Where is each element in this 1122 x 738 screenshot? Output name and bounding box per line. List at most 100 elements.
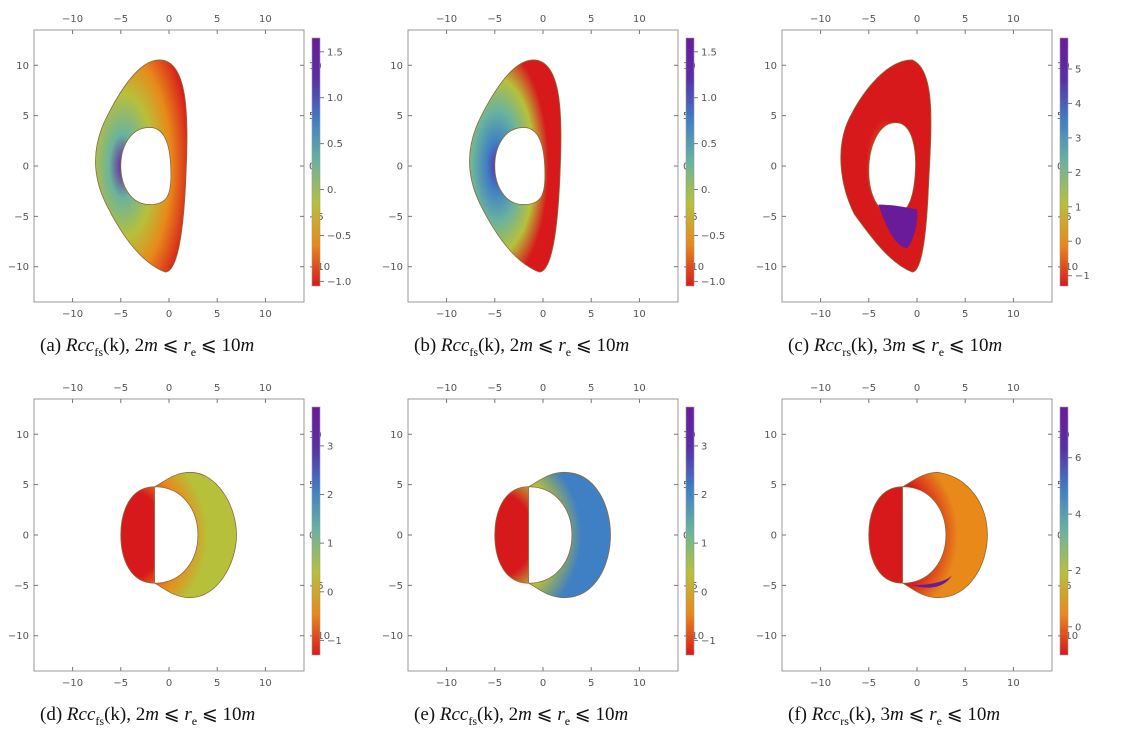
- x-tick-label-top: −5: [487, 14, 502, 25]
- x-tick-label-top: −10: [436, 14, 457, 25]
- panel-c: −10−10−5−50055101010105500−5−5−10−105432…: [748, 0, 1122, 369]
- x-tick-label-top: −10: [62, 383, 83, 394]
- x-tick-label-bottom: 10: [1007, 309, 1020, 320]
- colorbar-tick-label: 1.5: [327, 47, 343, 58]
- x-tick-label-bottom: 10: [259, 678, 272, 689]
- y-tick-label-left: 10: [390, 430, 403, 441]
- x-tick-label-bottom: 0: [540, 309, 546, 320]
- plot-a: −10−10−5−50055101010105500−5−5−10−101.51…: [8, 14, 351, 320]
- plot-frame: [33, 398, 305, 672]
- y-tick-label-left: 10: [16, 61, 29, 72]
- caption-arg: (k): [104, 704, 127, 725]
- colorbar-tick-label: −1: [1075, 271, 1090, 282]
- y-tick-label-left: −10: [382, 262, 403, 273]
- colorbar-tick-label: 5: [1075, 65, 1081, 76]
- panel-d: −10−10−5−50055101010105500−5−5−10−103210…: [0, 369, 374, 738]
- caption-prefix: Rc: [439, 704, 460, 725]
- x-tick-label-bottom: 0: [166, 309, 172, 320]
- x-tick-label-bottom: −10: [62, 678, 83, 689]
- region-group: [95, 59, 188, 273]
- caption-sub: fs: [469, 344, 479, 359]
- caption-range: 2m ⩽ re ⩽ 10m: [509, 335, 630, 359]
- colorbar-tick-label: 2: [327, 490, 333, 501]
- x-tick-label-top: −5: [113, 383, 128, 394]
- caption-letter: (f): [788, 704, 807, 725]
- heatmap-peak-region: [912, 575, 952, 588]
- x-tick-label-bottom: −10: [62, 309, 83, 320]
- x-tick-label-top: 10: [633, 14, 646, 25]
- x-tick-label-bottom: 5: [588, 309, 594, 320]
- colorbar: [1059, 406, 1069, 656]
- x-tick-label-top: 10: [259, 383, 272, 394]
- x-tick-label-top: −5: [487, 383, 502, 394]
- colorbar-tick-label: 1: [1075, 202, 1081, 213]
- x-tick-label-top: 0: [914, 14, 920, 25]
- caption-sub: fs: [94, 344, 103, 359]
- x-tick-label-bottom: −5: [113, 309, 128, 320]
- y-tick-label-left: −5: [14, 212, 29, 223]
- x-tick-label-bottom: −5: [861, 678, 876, 689]
- y-tick-label-left: 0: [771, 531, 777, 542]
- x-tick-label-bottom: 0: [166, 678, 172, 689]
- colorbar-tick-label: 0.5: [701, 139, 717, 150]
- y-tick-label-left: 5: [397, 111, 403, 122]
- region-group: [868, 471, 988, 599]
- caption-sep: ,: [499, 704, 504, 725]
- region-group: [120, 471, 237, 599]
- panel-f: −10−10−5−50055101010105500−5−5−10−106420…: [748, 369, 1122, 738]
- x-tick-label-bottom: 5: [214, 309, 220, 320]
- colorbar-tick-label: 2: [701, 490, 707, 501]
- x-tick-label-top: 5: [962, 14, 968, 25]
- x-tick-label-bottom: −10: [810, 309, 831, 320]
- x-tick-label-top: −5: [113, 14, 128, 25]
- caption-sep: ,: [871, 704, 876, 725]
- caption-e: (e) Rccfs(k), 2m ⩽ re ⩽ 10m: [414, 704, 629, 728]
- caption-b: (b) Rccfs(k), 2m ⩽ re ⩽ 10m: [414, 335, 630, 359]
- colorbar-tick-label: 2: [1075, 566, 1081, 577]
- x-tick-label-top: 10: [633, 383, 646, 394]
- x-tick-label-top: 5: [962, 383, 968, 394]
- caption-range: 2m ⩽ re ⩽ 10m: [134, 335, 255, 359]
- caption-arg: (k): [477, 704, 500, 725]
- x-tick-label-bottom: −10: [810, 678, 831, 689]
- x-tick-label-top: 0: [166, 14, 172, 25]
- caption-arg: (k): [478, 335, 501, 356]
- x-tick-label-top: 10: [1007, 383, 1020, 394]
- region-group: [840, 59, 932, 273]
- x-tick-label-bottom: 10: [259, 309, 272, 320]
- caption-prefix: Rc: [66, 704, 87, 725]
- colorbar-tick-label: 1.0: [701, 93, 717, 104]
- colorbar: [311, 406, 321, 656]
- caption-prefix: Rc: [813, 335, 834, 356]
- x-tick-label-bottom: −10: [436, 678, 457, 689]
- caption-letter: (d): [40, 704, 63, 725]
- caption-range: 2m ⩽ re ⩽ 10m: [508, 704, 629, 728]
- colorbar-tick-label: 4: [1075, 99, 1081, 110]
- x-tick-label-bottom: 10: [633, 309, 646, 320]
- caption-range: 3m ⩽ re ⩽ 10m: [882, 335, 1003, 359]
- x-tick-label-bottom: 5: [588, 678, 594, 689]
- x-tick-label-top: 5: [588, 14, 594, 25]
- x-tick-label-bottom: 5: [214, 678, 220, 689]
- y-tick-label-left: 10: [764, 430, 777, 441]
- y-tick-label-left: 0: [397, 531, 403, 542]
- caption-sub: fs: [95, 713, 105, 728]
- y-tick-label-left: 10: [16, 430, 29, 441]
- x-tick-label-top: 5: [214, 14, 220, 25]
- caption-letter: (a): [40, 335, 62, 356]
- y-tick-label-left: 0: [397, 162, 403, 173]
- caption-d: (d) Rccfs(k), 2m ⩽ re ⩽ 10m: [40, 704, 256, 728]
- caption-prefix: Rc: [440, 335, 461, 356]
- y-tick-label-left: 5: [23, 480, 29, 491]
- heatmap-peak-region: [878, 204, 918, 248]
- y-tick-label-left: −5: [14, 581, 29, 592]
- x-tick-label-top: 5: [214, 383, 220, 394]
- colorbar-tick-label: 0.: [327, 185, 337, 196]
- colorbar-tick-label: 1: [327, 539, 333, 550]
- y-tick-label-left: 0: [23, 531, 29, 542]
- x-tick-label-top: 0: [166, 383, 172, 394]
- colorbar-tick-label: 1.0: [327, 93, 343, 104]
- x-tick-label-top: 10: [1007, 14, 1020, 25]
- x-tick-label-top: 0: [914, 383, 920, 394]
- y-tick-label-left: −10: [382, 631, 403, 642]
